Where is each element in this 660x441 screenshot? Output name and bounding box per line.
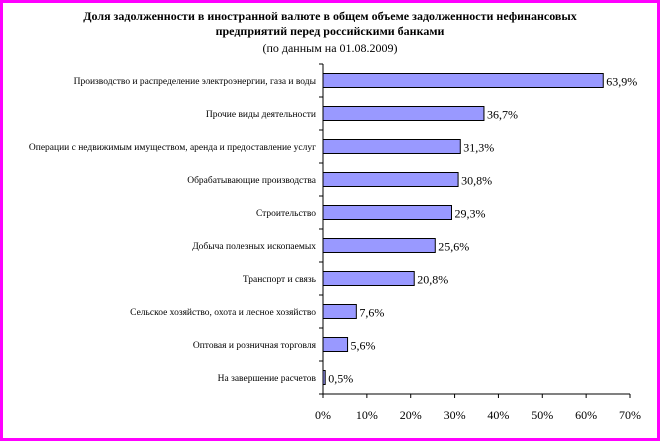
category-label: Транспорт и связь xyxy=(243,275,317,285)
category-label: Строительство xyxy=(256,209,316,219)
data-label: 5,6% xyxy=(351,339,376,353)
x-tick-label: 20% xyxy=(400,408,422,422)
data-label: 25,6% xyxy=(438,240,469,254)
bar xyxy=(322,271,415,286)
data-label: 7,6% xyxy=(359,306,384,320)
x-tick-label: 0% xyxy=(315,408,331,422)
data-label: 63,9% xyxy=(606,75,637,89)
category-label: Производство и распределение электроэнер… xyxy=(74,77,317,87)
x-tick-label: 10% xyxy=(356,408,378,422)
bar xyxy=(322,337,349,352)
category-label: Обрабатывающие производства xyxy=(187,175,317,186)
category-label: Сельское хозяйство, охота и лесное хозяй… xyxy=(130,307,316,318)
bar xyxy=(322,238,436,253)
data-label: 20,8% xyxy=(417,273,448,287)
x-tick-label: 60% xyxy=(575,408,597,422)
x-tick-label: 30% xyxy=(444,408,466,422)
category-label: Оптовая и розничная торговля xyxy=(193,341,317,351)
category-label: Прочие виды деятельности xyxy=(206,110,316,120)
data-label: 29,3% xyxy=(455,207,486,221)
x-tick-label: 70% xyxy=(619,408,641,422)
chart-title: Доля задолженности в иностранной валюте … xyxy=(30,9,630,39)
chart-title-line-1: Доля задолженности в иностранной валюте … xyxy=(83,9,577,23)
bar xyxy=(322,139,461,154)
bar xyxy=(322,106,485,121)
chart-subtitle: (по данным на 01.08.2009) xyxy=(262,41,398,55)
category-label: Операции с недвижимым имуществом, аренда… xyxy=(29,143,316,153)
bar xyxy=(322,73,604,88)
bar xyxy=(322,172,459,187)
x-tick-label: 50% xyxy=(531,408,553,422)
data-label: 31,3% xyxy=(463,141,494,155)
x-tick-label: 40% xyxy=(487,408,509,422)
category-label: Добыча полезных ископаемых xyxy=(192,241,316,252)
bar xyxy=(322,370,326,385)
bar xyxy=(322,205,453,220)
data-label: 36,7% xyxy=(487,108,518,122)
chart-title-line-2: предприятий перед российскими банками xyxy=(215,24,445,38)
category-label: На завершение расчетов xyxy=(218,374,317,384)
bar xyxy=(322,304,357,319)
data-label: 0,5% xyxy=(328,372,353,386)
data-label: 30,8% xyxy=(461,174,492,188)
